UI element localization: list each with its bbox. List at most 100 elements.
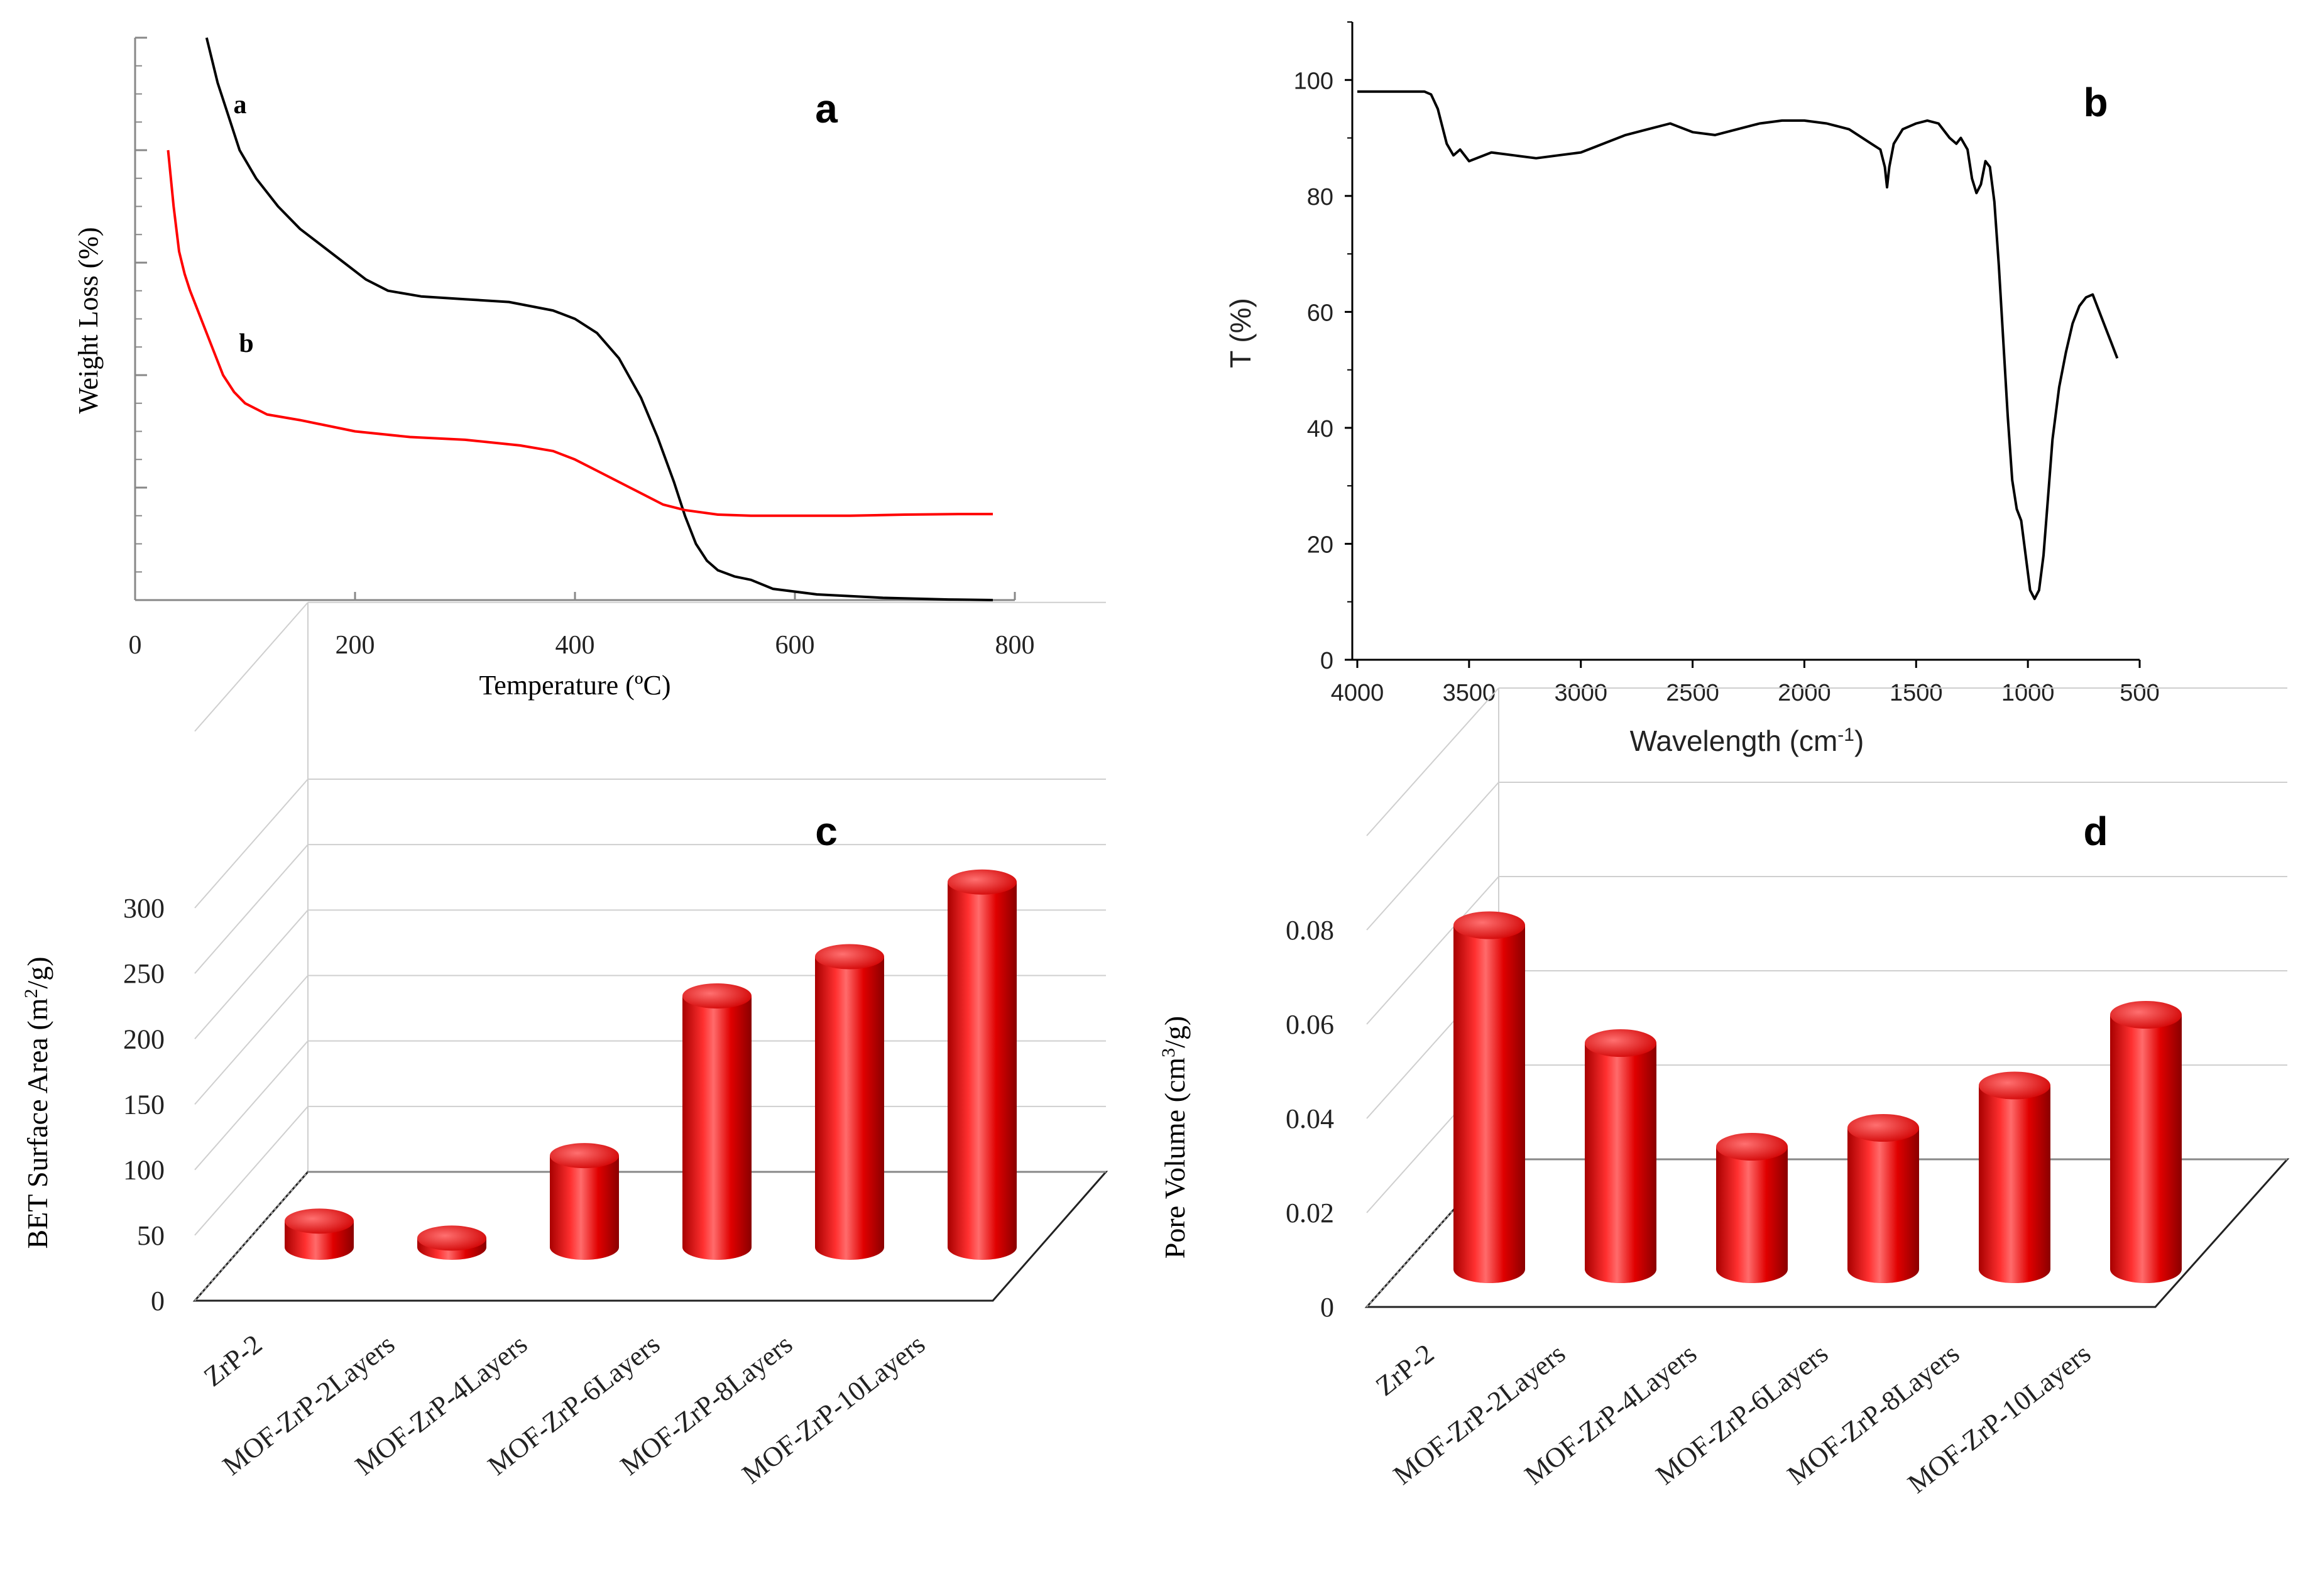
panel-b-x-tick-label: 3000 [1554,680,1607,706]
panel-a-x-tick-label: 600 [775,631,815,660]
panel-d-y-tick-label: 0 [1320,1292,1334,1323]
panel-c-bar-cap [682,983,752,1008]
panel-a-x-tick-label: 400 [555,631,595,660]
panel-d-bar [2110,1001,2182,1283]
panel-d-bar-body [1453,925,1525,1283]
panel-a-x-label: Temperature (ºC) [479,670,671,701]
panel-c-bar [815,944,884,1260]
panel-d-bar-body [2110,1015,2182,1283]
panel-c-y-tick-label: 150 [123,1090,165,1120]
panel-d-y-tick-label: 0.06 [1286,1009,1334,1040]
panel-c-side-gridline [194,1041,309,1171]
panel-b-x-label: Wavelength (cm-1) [1630,724,1864,758]
panel-a-curve-label-a: a [234,90,247,119]
panel-d-categories: ZrP-2MOF-ZrP-2LayersMOF-ZrP-4LayersMOF-Z… [1370,1338,2096,1499]
panel-c-side-gridline [194,844,309,974]
panel-c-y-label: BET Surface Area (m2/g) [21,956,54,1249]
panel-b-series-line [1357,90,2119,601]
panel-a-series-line-b [167,150,993,517]
panel-c-y-tick-label: 300 [123,893,165,924]
panel-b-x-tick-label: 3500 [1443,680,1496,706]
panel-d-y-tick-label: 0.02 [1286,1198,1334,1228]
panel-d-y-label: Pore Volume (cm3/g) [1158,1016,1191,1259]
panel-c-bar [550,1143,619,1260]
panel-c-y-ticks: 0 50 100 150 200 250 300 [123,893,165,1316]
panel-c-panel-label: c [815,809,838,854]
panel-c-y-tick-label: 50 [137,1220,165,1251]
panel-c-bar [682,983,752,1260]
panel-a-series-line-a [205,37,993,601]
panel-d-bar [1716,1133,1788,1283]
panel-d-y-tick-label: 0.04 [1286,1103,1334,1134]
panel-c-side-gridline [194,1106,309,1236]
panel-d-bar-cap [1716,1133,1788,1161]
panel-a-x-tick-label: 200 [336,631,375,660]
panel-c-bar-body [682,996,752,1260]
panel-c-bar-cap [815,944,884,970]
panel-a-panel-label: a [815,86,838,131]
panel-c-bar-cap [948,869,1017,895]
panel-d-y-tick-label: 0.08 [1286,915,1334,946]
panel-d-bars [1453,911,2182,1283]
panel-b-x-tick-label: 2500 [1666,680,1719,706]
panel-d-bar-body [1847,1128,1919,1283]
panel-c: 0 50 100 150 200 250 300 ZrP-2MOF-ZrP-2LayersM… [21,601,1108,1490]
panel-b-y-tick-label: 20 [1307,532,1333,558]
panel-c-bar-cap [550,1143,619,1169]
panel-c-side-gridline [194,975,309,1105]
panel-d-bar-cap [1453,911,1525,939]
panel-c-bar [285,1208,354,1260]
panel-c-bar-body [815,956,884,1260]
panel-d-panel-label: d [2083,809,2108,854]
panel-c-side-gridline [194,602,309,732]
panel-d-y-ticks: 0 0.02 0.04 0.06 0.08 [1286,915,1334,1323]
panel-d-bar [1979,1071,2050,1283]
panel-b-y-tick-label: 80 [1307,184,1333,210]
panel-b-y-ticks: 0 20 40 60 80 100 [1294,21,1352,674]
panel-c-bar-body [550,1156,619,1260]
panel-c-bar [417,1225,486,1260]
panel-c-y-tick-label: 0 [151,1286,165,1316]
panel-b: 0 20 40 60 80 100 4000 3500 3000 2500 2000 1500 100… [1224,21,2160,758]
panel-c-side-gridline [194,909,309,1039]
panel-d-bar-body [1585,1043,1656,1283]
panel-c-floor-left [194,1171,309,1301]
panel-a-y-minor-ticks [135,36,147,601]
panel-d-side-gridline [1366,782,1499,931]
panel-b-x-ticks: 4000 3500 3000 2500 2000 1500 1000 500 [1331,660,2160,706]
panel-c-categories: ZrP-2MOF-ZrP-2LayersMOF-ZrP-4LayersMOF-Z… [198,1328,931,1490]
panel-c-bars [285,869,1017,1260]
panel-b-x-tick-label: 500 [2120,680,2159,706]
panel-b-x-tick-label: 2000 [1778,680,1831,706]
panel-d-bar-cap [1979,1071,2050,1100]
panel-d-bar-cap [1585,1029,1656,1057]
panel-d: 0 0.02 0.04 0.06 0.08 ZrP-2MOF-ZrP-2LayersMO… [1158,687,2290,1499]
panel-a-x-tick-label: 0 [129,631,142,660]
panel-a-series [167,37,993,601]
panel-c-bar [948,869,1017,1260]
panel-b-panel-label: b [2083,80,2108,125]
panel-d-bar [1847,1114,1919,1283]
panel-c-category-label: ZrP-2 [198,1328,268,1392]
panel-a-curve-label-b: b [239,329,253,358]
panel-b-y-tick-label: 0 [1320,648,1333,674]
panel-a-x-tick-label: 800 [995,631,1035,660]
panel-b-y-tick-label: 60 [1307,300,1333,326]
panel-b-y-tick-label: 40 [1307,416,1333,442]
panel-d-category-label: ZrP-2 [1370,1338,1440,1402]
panel-a: 0 200 400 600 800 a b a Temperature (ºC) Wei… [73,36,1035,701]
panel-a-y-label: Weight Loss (%) [73,227,104,413]
panel-a-x-ticks: 0 200 400 600 800 [129,592,1035,660]
panel-b-x-tick-label: 4000 [1331,680,1384,706]
panel-c-y-tick-label: 200 [123,1024,165,1054]
panel-b-series [1357,90,2119,601]
panel-d-side-gridline [1366,876,1499,1025]
panel-c-y-tick-label: 250 [123,958,165,989]
panel-d-bar [1585,1029,1656,1283]
panel-d-side-gridline [1366,687,1499,836]
panel-d-bar-cap [2110,1001,2182,1029]
panel-c-bar-cap [417,1225,486,1251]
panel-c-side-gridline [194,779,309,909]
panel-b-x-tick-label: 1000 [2001,680,2055,706]
